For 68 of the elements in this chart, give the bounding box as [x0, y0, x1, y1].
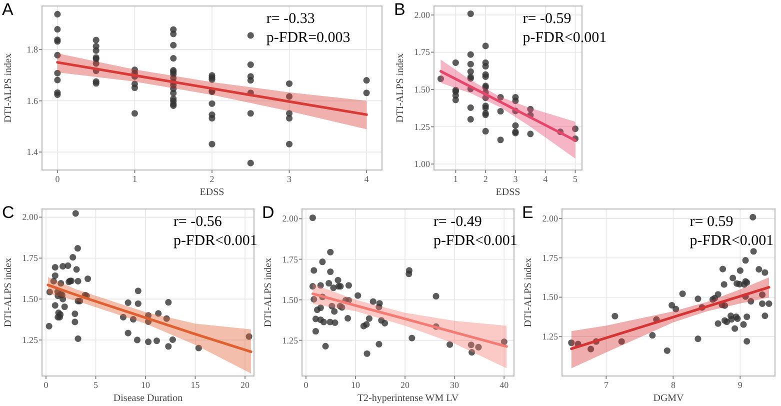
- chart-title: B: [394, 0, 406, 19]
- x-tick-label: 0: [44, 380, 49, 390]
- y-tick-label: 2.00: [542, 213, 558, 224]
- y-tick-label: 1.8: [26, 44, 38, 55]
- x-tick-label: 15: [190, 380, 200, 390]
- x-tick-label: 8: [670, 380, 676, 390]
- x-tick-label: 9: [738, 380, 743, 390]
- y-tick-label: 1.75: [22, 253, 38, 264]
- y-axis-title: DTI-ALPS index: [263, 258, 274, 328]
- y-tick-label: 1.25: [414, 122, 430, 132]
- x-tick-label: 5: [93, 380, 98, 390]
- x-axis-title: DGMV: [653, 393, 685, 404]
- x-tick-label: 0: [304, 380, 309, 390]
- annotation: r= -0.49: [433, 214, 482, 230]
- x-tick-label: 4: [364, 174, 370, 184]
- x-axis-title: EDSS: [496, 187, 520, 198]
- y-tick-label: 1.50: [282, 294, 298, 305]
- annotation: p-FDR<0.001: [522, 30, 607, 46]
- x-tick-label: 5: [573, 174, 578, 184]
- annotation: p-FDR=0.003: [266, 30, 350, 46]
- y-tick-label: 1.50: [414, 84, 430, 94]
- y-tick-label: 1.25: [22, 334, 38, 345]
- y-axis-title: DTI-ALPS index: [523, 258, 534, 328]
- x-axis-title: Disease Duration: [113, 393, 183, 404]
- y-tick-label: 2.00: [22, 212, 38, 222]
- x-tick-label: 20: [240, 380, 250, 390]
- y-tick-label: 1.75: [414, 47, 430, 58]
- y-tick-label: 2.00: [282, 214, 298, 224]
- y-axis-title: DTI-ALPS index: [395, 53, 406, 123]
- x-tick-label: 20: [400, 380, 410, 390]
- y-tick-label: 1.25: [542, 332, 558, 342]
- chart-title: A: [2, 0, 14, 19]
- x-axis-title: EDSS: [200, 187, 224, 198]
- annotation: p-FDR<0.001: [690, 233, 774, 249]
- x-tick-label: 30: [450, 380, 460, 390]
- y-tick-label: 1.25: [282, 335, 298, 346]
- x-tick-label: 4: [543, 174, 548, 184]
- x-tick-label: 1: [132, 174, 137, 184]
- x-tick-label: 7: [604, 380, 609, 390]
- annotation: r= -0.33: [266, 11, 315, 27]
- annotation: r= -0.56: [173, 214, 222, 230]
- y-axis-title: DTI-ALPS index: [3, 258, 14, 328]
- x-tick-label: 2: [210, 174, 214, 184]
- x-tick-label: 40: [500, 380, 510, 390]
- y-tick-label: 1.50: [542, 292, 558, 302]
- y-tick-label: 1.50: [22, 294, 38, 304]
- y-tick-label: 1.75: [542, 252, 558, 263]
- y-axis-title: DTI-ALPS index: [3, 53, 14, 123]
- x-tick-label: 10: [141, 380, 151, 390]
- annotation: r= 0.59: [690, 214, 734, 230]
- annotation: r= -0.59: [522, 11, 572, 27]
- y-tick-label: 2.00: [414, 10, 430, 20]
- x-tick-label: 10: [350, 380, 360, 390]
- chart-title: C: [2, 203, 14, 222]
- annotation: p-FDR<0.001: [433, 233, 518, 249]
- annotation: p-FDR<0.001: [173, 233, 258, 249]
- x-tick-label: 1: [453, 174, 458, 184]
- x-tick-label: 3: [513, 174, 518, 184]
- x-tick-label: 0: [55, 174, 60, 184]
- y-tick-label: 1.75: [282, 254, 298, 264]
- x-axis-title: T2-hyperintense WM LV: [357, 393, 460, 404]
- y-tick-label: 1.6: [26, 96, 38, 106]
- y-tick-label: 1.00: [414, 159, 430, 170]
- chart-title: E: [522, 203, 534, 222]
- y-tick-label: 1.4: [26, 147, 38, 158]
- chart-title: D: [262, 203, 274, 222]
- x-tick-label: 3: [287, 174, 292, 184]
- x-tick-label: 2: [483, 174, 488, 184]
